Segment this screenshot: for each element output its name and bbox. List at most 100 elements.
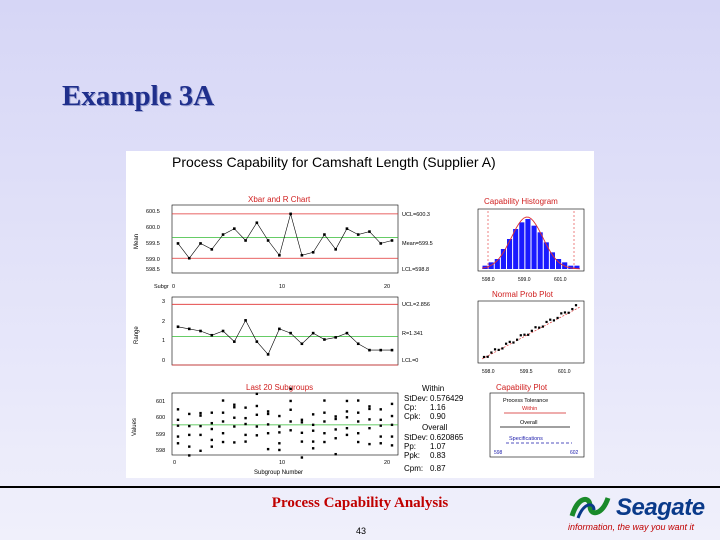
normal-plot-point [493,348,497,351]
range-series-line [177,319,392,355]
xbar-point [210,248,214,251]
subgroup-point [311,440,315,443]
subgroup-point [323,440,326,444]
normal-plot-point [571,307,574,311]
subgroup-point [357,420,360,423]
subgroup-point [278,442,281,445]
subgroup-point [368,405,371,408]
normal-plot-point [501,347,504,350]
subgroup-point [233,406,236,409]
normal-plot-title: Normal Prob Plot [492,290,554,299]
range-point [210,333,214,337]
normal-plot-point [490,351,493,354]
subgroup-point [334,437,337,440]
range-point [255,340,259,343]
subgroup-point [390,435,394,438]
histogram-xtick-2: 599.0 [518,277,531,283]
histogram-normal-curve [481,216,581,270]
normal-plot-point [527,333,530,336]
range-point [345,331,349,335]
overall-stdev-label: StDev: [404,433,428,442]
range-point [300,342,304,346]
figure-title: Process Capability for Camshaft Length (… [172,154,496,170]
range-point [368,348,371,352]
subgroup-point [255,413,259,416]
normal-plot-point [534,326,537,329]
footer-divider [0,486,720,488]
normal-plot-point [560,312,563,315]
xbar-point [278,253,281,257]
histogram-bar [500,249,506,269]
subgroups-frame [171,392,399,456]
range-ytick-4: 0 [162,358,165,364]
range-lcl-label: LCL=0 [402,358,418,364]
subgroup-point [244,440,247,443]
xbar-ucl-label: UCL=600.3 [402,212,430,218]
xbar-series-line [177,212,393,259]
range-point [334,336,337,339]
overall-cap-label: Overall [520,420,537,426]
subgroup-point [188,433,191,437]
subgroup-point [266,423,270,426]
subgroup-point [176,435,180,438]
subgroup-point [210,445,213,448]
subgroups-ytick-2: 600 [156,415,165,421]
normal-plot [481,304,581,360]
capability-plot-frame [489,392,585,458]
subgroup-point [221,411,225,414]
subgroup-point [390,444,394,447]
histogram-bar [531,225,537,269]
subgroup-point [368,426,371,430]
xbar-plot [172,212,398,260]
histogram-title: Capability Histogram [484,197,558,206]
subgroup-point [334,452,337,456]
subgroup-point [390,423,394,427]
histogram-bar [549,252,555,269]
normal-xtick-2: 599.5 [520,369,533,375]
subgroup-point [357,399,360,402]
overall-ppk-label: Ppk: [404,451,420,460]
within-stdev-label: StDev: [404,394,428,403]
subgroup-point [368,418,371,421]
xbar-ytick-4: 599.0 [146,257,160,263]
range-point [199,329,202,333]
subgroup-point [323,432,326,435]
subgroup-point [176,418,180,422]
subgroup-point [345,426,349,430]
xbar-xtick-2: 10 [279,284,285,290]
overall-cpm-label: Cpm: [404,464,423,473]
subgroups-xtick-1: 0 [173,460,176,466]
subgroups-title: Last 20 Subgroups [246,383,313,392]
subgroup-point [188,454,191,457]
spec-high-label: 602 [570,450,579,456]
range-point [221,329,225,333]
range-point [278,327,281,331]
xbar-point [221,233,225,236]
subgroup-point [199,449,202,453]
xbar-point [300,253,304,257]
subgroup-point [278,448,281,452]
subgroup-point [176,442,180,445]
normal-plot-point [556,316,559,320]
xbar-point [233,227,236,230]
subgroup-point [266,412,270,416]
overall-pp-label: Pp: [404,442,416,451]
xbar-point [255,221,259,225]
normal-plot-point [552,319,556,322]
histogram-plot [481,211,581,270]
range-point [356,342,360,346]
subgroup-point [345,399,349,403]
spec-low-label: 598 [494,450,503,456]
xbar-point [311,251,315,254]
range-plot [172,303,398,366]
subgroup-point [289,420,292,423]
histogram-bar [537,232,543,269]
subgroup-point [379,408,382,411]
subgroup-point [176,408,180,411]
range-point [379,348,383,352]
subgroup-point [323,399,326,402]
subgroup-point [368,442,371,446]
histogram-xtick-1: 598.0 [482,277,495,283]
histogram-bar [568,265,574,269]
histogram-bar [513,229,519,269]
